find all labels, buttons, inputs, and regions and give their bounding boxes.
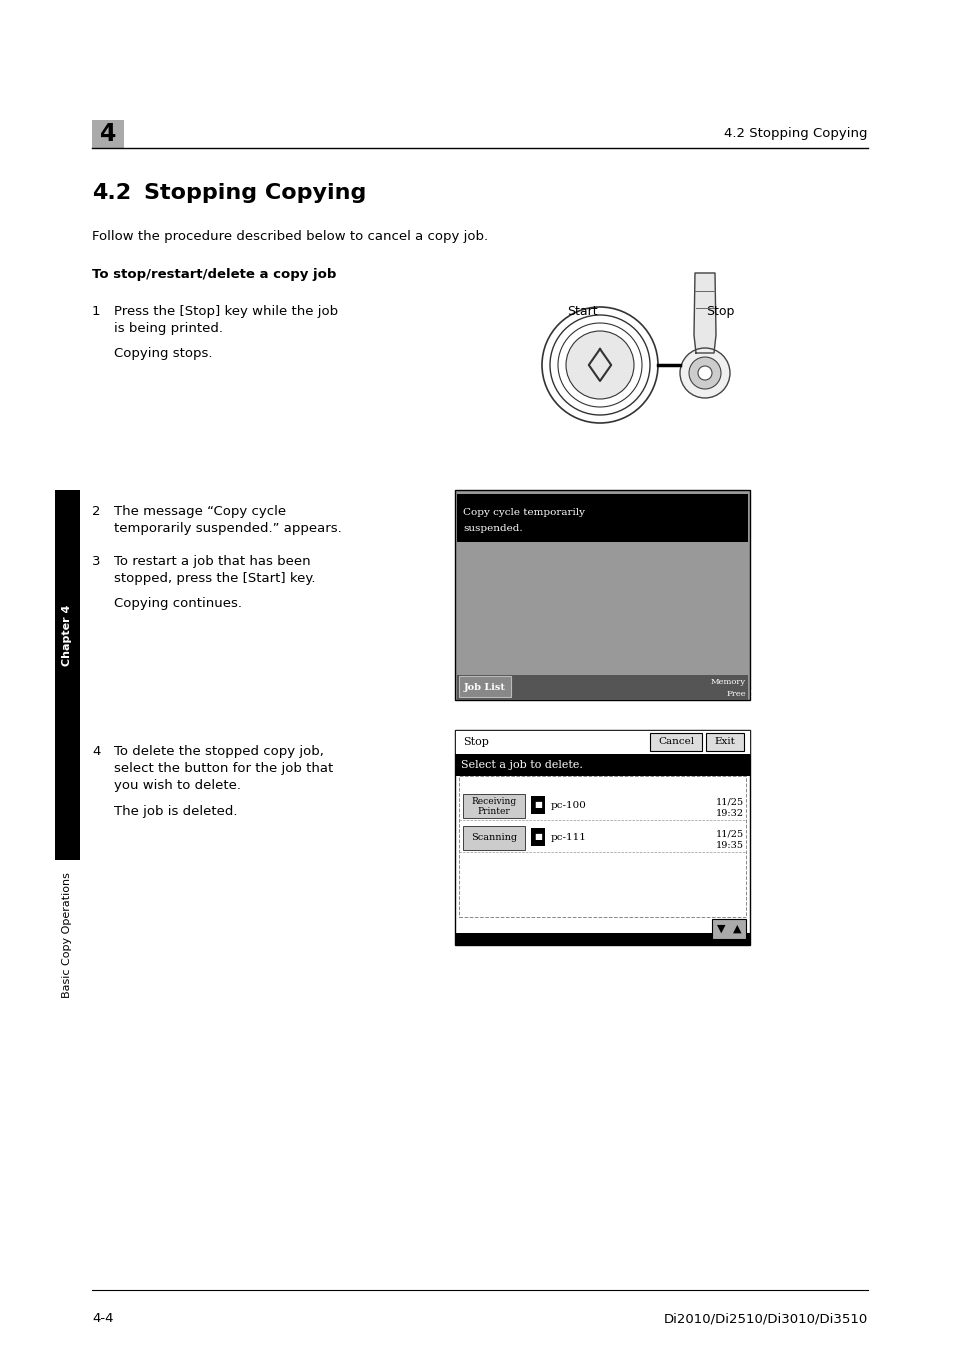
Bar <box>531 796 544 815</box>
Text: suspended.: suspended. <box>462 524 522 534</box>
Text: Chapter 4: Chapter 4 <box>63 604 72 666</box>
Bar <box>458 775 745 917</box>
Text: ▲: ▲ <box>732 924 740 934</box>
Text: Stopping Copying: Stopping Copying <box>144 182 366 203</box>
Circle shape <box>679 349 729 399</box>
Text: pc-100: pc-100 <box>551 801 586 811</box>
Text: 4.2: 4.2 <box>91 182 131 203</box>
Text: Copying continues.: Copying continues. <box>113 597 242 611</box>
Text: To delete the stopped copy job,: To delete the stopped copy job, <box>113 744 323 758</box>
Text: stopped, press the [Start] key.: stopped, press the [Start] key. <box>113 571 315 585</box>
Text: you wish to delete.: you wish to delete. <box>113 780 241 792</box>
Circle shape <box>688 357 720 389</box>
Text: ■: ■ <box>534 801 541 809</box>
Bar <box>455 730 749 754</box>
Text: Follow the procedure described below to cancel a copy job.: Follow the procedure described below to … <box>91 230 488 243</box>
Text: Free: Free <box>725 690 745 698</box>
Bar <box>456 494 747 542</box>
Bar <box>455 490 749 700</box>
Bar <box>462 794 524 817</box>
Polygon shape <box>693 273 716 353</box>
Text: Di2010/Di2510/Di3010/Di3510: Di2010/Di2510/Di3010/Di3510 <box>663 1312 867 1325</box>
Text: 1: 1 <box>91 305 100 317</box>
Text: Stop: Stop <box>462 738 488 747</box>
Circle shape <box>698 366 711 380</box>
Text: Exit: Exit <box>714 738 735 747</box>
Text: 19:32: 19:32 <box>715 809 743 819</box>
Text: 3: 3 <box>91 555 100 567</box>
Bar <box>649 734 701 751</box>
Text: Printer: Printer <box>477 808 510 816</box>
Bar <box>55 490 80 861</box>
Bar <box>705 734 743 751</box>
Text: 11/25: 11/25 <box>715 830 743 839</box>
Text: 4: 4 <box>100 122 116 146</box>
Text: Job List: Job List <box>463 682 505 692</box>
Text: To stop/restart/delete a copy job: To stop/restart/delete a copy job <box>91 267 336 281</box>
Text: Copying stops.: Copying stops. <box>113 347 213 359</box>
Text: The message “Copy cycle: The message “Copy cycle <box>113 505 286 517</box>
Circle shape <box>565 331 634 399</box>
Text: To restart a job that has been: To restart a job that has been <box>113 555 311 567</box>
Text: Start: Start <box>566 305 597 317</box>
Bar <box>455 730 749 944</box>
Text: Copy cycle temporarily: Copy cycle temporarily <box>462 508 584 517</box>
Text: select the button for the job that: select the button for the job that <box>113 762 333 775</box>
Bar <box>462 825 524 850</box>
Text: 4-4: 4-4 <box>91 1312 113 1325</box>
Text: 4: 4 <box>91 744 100 758</box>
Text: Cancel: Cancel <box>658 738 694 747</box>
Text: 100%: 100% <box>745 690 781 698</box>
Bar <box>455 934 749 944</box>
Bar <box>456 676 747 700</box>
Text: is being printed.: is being printed. <box>113 322 223 335</box>
Text: 11/25: 11/25 <box>715 797 743 807</box>
Text: Select a job to delete.: Select a job to delete. <box>460 761 582 770</box>
Text: Press the [Stop] key while the job: Press the [Stop] key while the job <box>113 305 337 317</box>
Text: Memory: Memory <box>710 678 745 686</box>
Bar <box>91 120 124 149</box>
Text: 2: 2 <box>91 505 100 517</box>
Text: The job is deleted.: The job is deleted. <box>113 805 237 817</box>
Text: Basic Copy Operations: Basic Copy Operations <box>63 871 72 998</box>
Bar <box>458 676 511 697</box>
Text: Scanning: Scanning <box>471 834 517 843</box>
Bar <box>455 754 749 775</box>
Text: temporarily suspended.” appears.: temporarily suspended.” appears. <box>113 521 341 535</box>
Text: Receiving: Receiving <box>471 797 516 805</box>
Text: pc-111: pc-111 <box>551 834 586 843</box>
Bar <box>711 919 745 939</box>
Text: Stop: Stop <box>705 305 734 317</box>
Text: 4.2 Stopping Copying: 4.2 Stopping Copying <box>723 127 867 141</box>
Text: ■: ■ <box>534 832 541 842</box>
Text: ▼: ▼ <box>716 924 724 934</box>
Bar <box>531 828 544 846</box>
Text: 19:35: 19:35 <box>716 842 743 851</box>
